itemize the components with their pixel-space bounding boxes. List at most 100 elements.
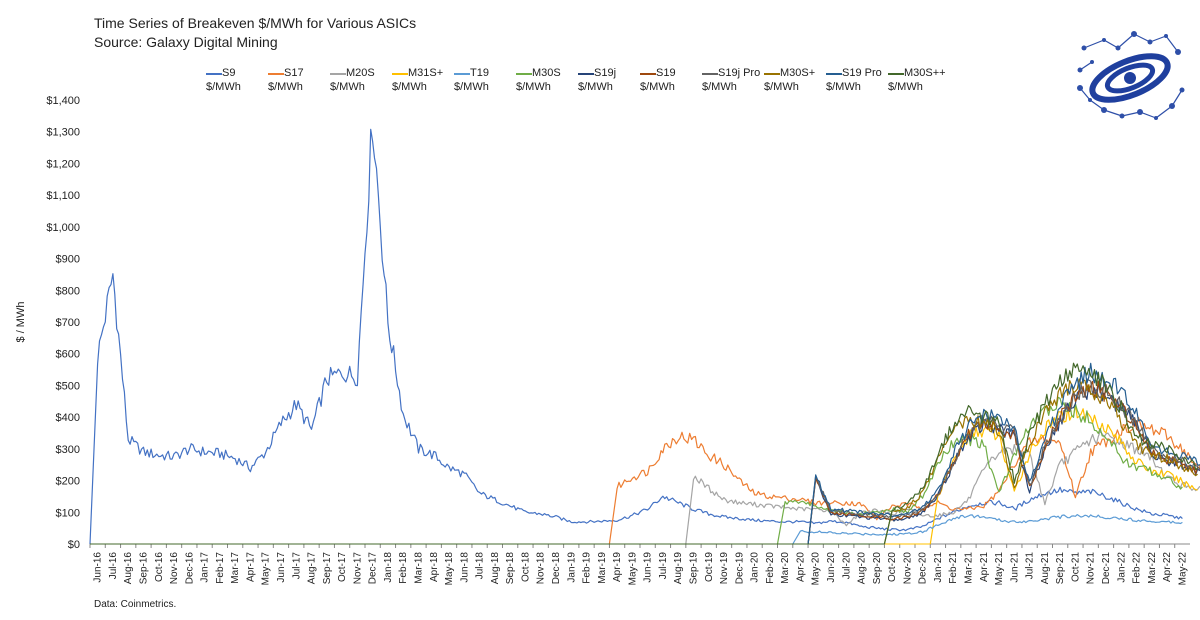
y-tick-label: $1,100 <box>46 190 80 202</box>
y-tick-label: $700 <box>56 317 80 329</box>
x-tick-label: Jun-18 <box>459 552 470 583</box>
x-tick-label: Mar-22 <box>1147 552 1158 584</box>
x-tick-label: Feb-20 <box>765 552 776 584</box>
x-tick-label: Jun-20 <box>826 552 837 583</box>
series-line-t19 <box>792 514 1183 545</box>
x-tick-label: Sep-17 <box>322 552 333 585</box>
legend-unit: $/MWh <box>578 81 613 93</box>
x-tick-label: Jan-21 <box>933 552 944 583</box>
legend-label: M30S <box>532 67 561 79</box>
x-tick-label: Jul-16 <box>108 552 119 580</box>
legend-label: M30S++ <box>904 67 946 79</box>
legend-swatch <box>826 73 842 75</box>
x-tick-label: Aug-18 <box>490 552 501 585</box>
legend-label: S19 <box>656 67 676 79</box>
x-tick-label: Mar-21 <box>963 552 974 584</box>
y-tick-label: $1,000 <box>46 222 80 234</box>
legend-unit: $/MWh <box>764 81 799 93</box>
legend-unit: $/MWh <box>454 81 489 93</box>
x-tick-label: Sep-16 <box>138 552 149 585</box>
legend-unit: $/MWh <box>888 81 923 93</box>
chart-subtitle: Source: Galaxy Digital Mining <box>94 34 278 50</box>
x-tick-label: May-19 <box>627 552 638 586</box>
x-tick-label: Dec-20 <box>918 552 929 585</box>
series-line-m30s- <box>883 378 1198 545</box>
x-tick-label: Apr-19 <box>612 552 623 582</box>
legend-unit: $/MWh <box>330 81 365 93</box>
x-tick-label: Jan-19 <box>566 552 577 583</box>
legend-swatch <box>888 73 904 75</box>
legend-label: S17 <box>284 67 304 79</box>
legend-label: M31S+ <box>408 67 444 79</box>
legend-swatch <box>454 73 470 75</box>
legend-swatch <box>578 73 594 75</box>
legend-swatch <box>702 73 718 75</box>
x-tick-label: Nov-21 <box>1086 552 1097 585</box>
series-line-s17 <box>608 416 1200 545</box>
x-tick-label: Oct-18 <box>520 552 531 582</box>
x-tick-label: Feb-18 <box>398 552 409 584</box>
x-tick-label: Jan-17 <box>200 552 211 583</box>
x-tick-label: May-20 <box>811 552 822 586</box>
y-tick-label: $1,300 <box>46 127 80 139</box>
legend-label: S19j Pro <box>718 67 761 79</box>
series-line-s9 <box>89 128 1183 545</box>
x-tick-label: Nov-16 <box>169 552 180 585</box>
y-tick-label: $1,200 <box>46 158 80 170</box>
x-tick-label: Aug-21 <box>1040 552 1051 585</box>
legend-unit: $/MWh <box>516 81 551 93</box>
x-tick-label: Nov-19 <box>719 552 730 585</box>
y-tick-label: $400 <box>56 412 80 424</box>
source-note: Data: Coinmetrics. <box>94 599 177 610</box>
x-tick-label: Oct-21 <box>1070 552 1081 582</box>
x-tick-label: Oct-19 <box>704 552 715 582</box>
y-tick-label: $600 <box>56 349 80 361</box>
chart-title-line1: Time Series of Breakeven $/MWh for Vario… <box>94 15 417 31</box>
x-tick-label: Nov-17 <box>352 552 363 585</box>
x-tick-label: Jan-20 <box>750 552 761 583</box>
x-tick-label: Oct-17 <box>337 552 348 582</box>
x-tick-label: May-21 <box>994 552 1005 586</box>
x-tick-label: Jun-21 <box>1009 552 1020 583</box>
x-tick-label: Aug-20 <box>857 552 868 585</box>
x-tick-label: May-18 <box>444 552 455 586</box>
x-tick-label: Mar-17 <box>230 552 241 584</box>
x-tick-label: Jun-17 <box>276 552 287 583</box>
y-tick-label: $500 <box>56 380 80 392</box>
x-tick-label: Mar-20 <box>780 552 791 584</box>
x-tick-label: Apr-17 <box>245 552 256 582</box>
x-tick-label: Feb-22 <box>1132 552 1143 584</box>
x-tick-label: Aug-17 <box>307 552 318 585</box>
legend-swatch <box>516 73 532 75</box>
x-tick-label: Aug-16 <box>123 552 134 585</box>
x-tick-label: Jan-18 <box>383 552 394 583</box>
x-tick-label: Jun-16 <box>93 552 104 583</box>
legend-swatch <box>764 73 780 75</box>
x-tick-label: Mar-19 <box>597 552 608 584</box>
x-tick-label: May-17 <box>261 552 272 586</box>
x-tick-label: Nov-18 <box>536 552 547 585</box>
legend-swatch <box>640 73 656 75</box>
x-tick-label: Jul-18 <box>475 552 486 580</box>
x-tick-label: Sep-21 <box>1055 552 1066 585</box>
y-axis-title: $ / MWh <box>15 302 27 343</box>
legend-label: M20S <box>346 67 375 79</box>
x-tick-label: Apr-20 <box>795 552 806 582</box>
x-tick-label: Apr-22 <box>1162 552 1173 582</box>
legend-unit: $/MWh <box>268 81 303 93</box>
legend-unit: $/MWh <box>702 81 737 93</box>
x-tick-label: Jul-20 <box>841 552 852 580</box>
x-tick-label: Nov-20 <box>902 552 913 585</box>
y-tick-label: $200 <box>56 476 80 488</box>
x-tick-label: Feb-17 <box>215 552 226 584</box>
x-tick-label: Jul-21 <box>1025 552 1036 580</box>
y-tick-label: $300 <box>56 444 80 456</box>
x-tick-label: Dec-21 <box>1101 552 1112 585</box>
x-tick-label: Dec-18 <box>551 552 562 585</box>
x-tick-label: Sep-20 <box>872 552 883 585</box>
chart-legend: S9 $/MWh S17 $/MWh M20S $/MWh M31S+ $/MWh T19 $/M… <box>206 66 1006 98</box>
x-tick-label: Sep-19 <box>688 552 699 585</box>
x-tick-label: Dec-19 <box>734 552 745 585</box>
y-tick-label: $800 <box>56 285 80 297</box>
